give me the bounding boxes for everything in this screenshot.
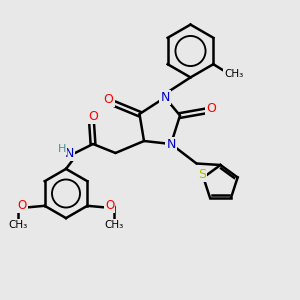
Text: CH₃: CH₃ bbox=[105, 220, 124, 230]
Text: CH₃: CH₃ bbox=[224, 69, 243, 79]
Text: N: N bbox=[166, 137, 176, 151]
Text: O: O bbox=[88, 110, 98, 123]
Text: N: N bbox=[160, 91, 170, 104]
Text: N: N bbox=[65, 146, 74, 160]
Text: O: O bbox=[104, 93, 113, 106]
Text: CH₃: CH₃ bbox=[8, 220, 27, 230]
Text: O: O bbox=[18, 199, 27, 212]
Text: O: O bbox=[105, 199, 114, 212]
Text: H: H bbox=[58, 144, 67, 154]
Text: S: S bbox=[198, 168, 206, 181]
Text: O: O bbox=[206, 101, 216, 115]
